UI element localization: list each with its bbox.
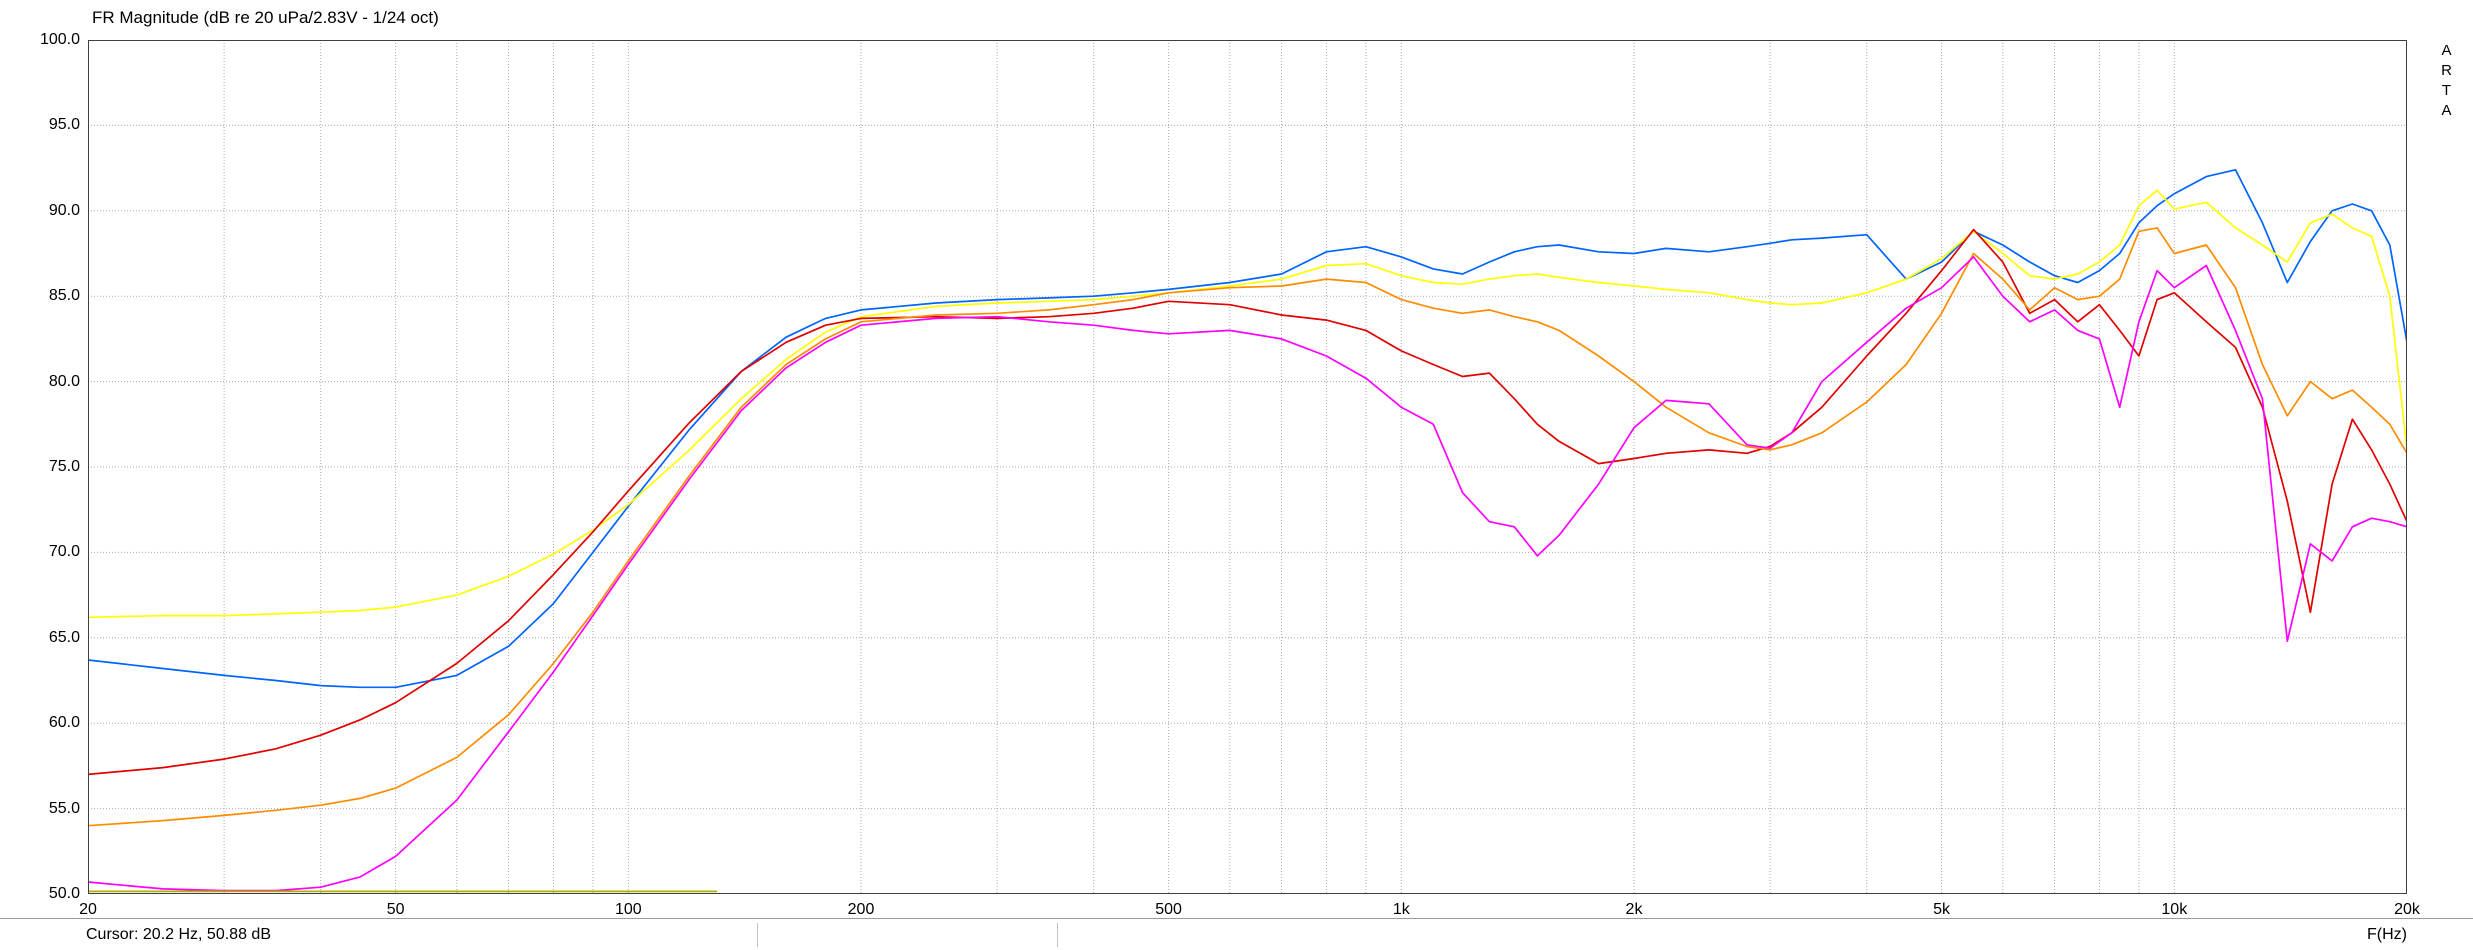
y-tick-label: 60.0 [48, 714, 80, 732]
y-tick-label: 70.0 [48, 543, 80, 561]
x-tick-label: 1k [1392, 901, 1410, 918]
y-tick-label: 80.0 [48, 372, 80, 390]
x-tick-label: 20k [2394, 901, 2420, 918]
x-tick-label: 200 [847, 901, 875, 918]
orange-trace [88, 227, 2407, 827]
yellow-trace [88, 189, 2407, 619]
chart-title: FR Magnitude (dB re 20 uPa/2.83V - 1/24 … [92, 8, 439, 27]
x-tick-label: 500 [1155, 901, 1182, 918]
x-tick-label: 20 [79, 901, 97, 918]
y-tick-label: 100.0 [39, 31, 80, 48]
y-tick-label: 85.0 [48, 287, 80, 305]
fr-curves-svg [88, 40, 2407, 894]
statusbar-separator [757, 923, 759, 947]
x-tick-label: 100 [614, 901, 642, 918]
y-tick-label: 65.0 [48, 628, 80, 646]
x-tick-label: 5k [1933, 901, 1951, 918]
x-axis-unit-label: F(Hz) [2367, 926, 2407, 943]
y-tick-label: 90.0 [48, 201, 80, 219]
y-tick-label: 55.0 [48, 799, 80, 817]
statusbar-separator [1057, 923, 1059, 947]
magenta-trace [88, 256, 2407, 892]
red-trace [88, 228, 2407, 776]
y-tick-label: 75.0 [48, 458, 80, 475]
y-tick-label: 50.0 [48, 885, 80, 902]
blue-trace [88, 168, 2407, 689]
x-tick-label: 50 [386, 901, 405, 918]
cursor-readout: Cursor: 20.2 Hz, 50.88 dB [86, 926, 271, 943]
y-tick-label: 95.0 [48, 116, 80, 134]
plot-area[interactable] [88, 40, 2407, 894]
arta-logo: ARTA [2438, 42, 2455, 122]
x-tick-label: 2k [1625, 901, 1643, 918]
x-tick-label: 10k [2161, 901, 2188, 918]
status-bar: Cursor: 20.2 Hz, 50.88 dB F(Hz) [0, 918, 2473, 950]
